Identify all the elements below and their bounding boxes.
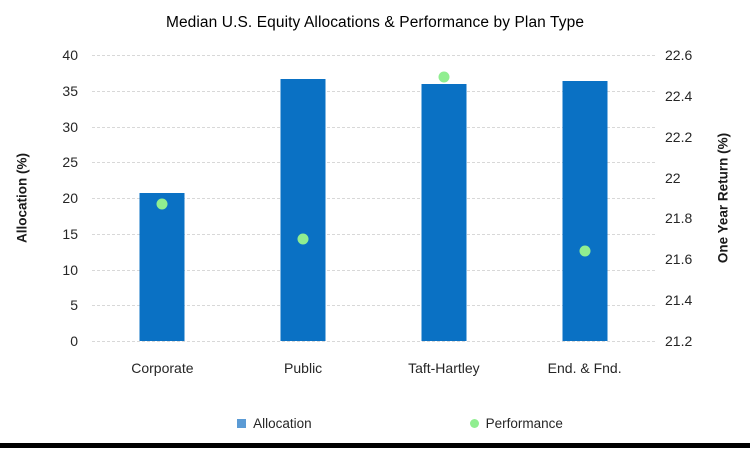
left-axis-tick-label: 25 — [62, 154, 78, 171]
gridline — [92, 126, 655, 128]
right-axis-tick-label: 21.2 — [665, 333, 693, 349]
legend-item-label: Allocation — [253, 415, 312, 431]
right-axis-tick-labels: 21.2 21.4 21.6 21.8 22 22.2 22.4 22.6 — [665, 48, 749, 348]
legend-circle-marker-icon — [469, 418, 479, 428]
legend: Allocation Performance — [92, 413, 708, 433]
gridline — [92, 305, 655, 307]
x-axis-labels: Corporate Public Taft-Hartley End. & Fnd. — [92, 360, 655, 376]
performance-dot — [156, 198, 168, 210]
x-axis-category-label: Public — [284, 360, 323, 376]
left-axis-tick-label: 5 — [70, 297, 78, 314]
scatter-series-layer — [92, 55, 655, 341]
x-axis-category-label: End. & Fnd. — [547, 360, 622, 376]
left-axis-tick-label: 35 — [62, 82, 78, 99]
bar-slot — [374, 55, 515, 341]
left-axis-tick-labels: 0 5 10 15 20 25 30 35 40 — [0, 48, 78, 348]
right-axis-tick-label: 21.4 — [665, 292, 693, 309]
legend-item-label: Performance — [485, 415, 563, 431]
chart-title: Median U.S. Equity Allocations & Perform… — [165, 14, 585, 31]
gridline — [92, 55, 655, 56]
performance-dot — [438, 71, 450, 83]
left-axis-tick-label: 30 — [62, 118, 78, 135]
legend-item: Performance — [469, 415, 563, 431]
right-axis-tick-label: 21.8 — [665, 210, 693, 227]
bar-slot — [92, 55, 233, 341]
bar-slot — [233, 55, 374, 341]
performance-dot — [579, 245, 591, 257]
right-axis-tick-label: 22.6 — [665, 47, 693, 63]
right-axis-tick-label: 21.6 — [665, 251, 693, 268]
bar-slot — [514, 55, 655, 341]
allocation-bar — [280, 78, 326, 341]
right-axis-tick-label: 22.2 — [665, 128, 693, 145]
bottom-border-line — [0, 443, 750, 448]
left-axis-tick-label: 20 — [62, 190, 78, 206]
allocation-bar — [562, 81, 608, 341]
legend-square-marker-icon — [237, 418, 247, 428]
left-axis-tick-label: 40 — [62, 47, 78, 63]
gridline — [92, 198, 655, 199]
x-axis-category-label: Taft-Hartley — [408, 360, 480, 376]
gridline — [92, 269, 655, 271]
left-axis-tick-label: 0 — [70, 333, 78, 349]
plot-area — [92, 55, 655, 342]
legend-item: Allocation — [237, 416, 312, 431]
right-axis-tick-label: 22.4 — [665, 87, 693, 104]
gridline — [92, 233, 655, 235]
gridline — [92, 162, 655, 164]
left-axis-tick-label: 15 — [62, 225, 78, 242]
allocation-bar — [421, 83, 467, 341]
gridline — [92, 90, 655, 92]
x-axis-category-label: Corporate — [131, 360, 194, 376]
bar-series-layer — [92, 55, 655, 341]
performance-dot — [297, 233, 309, 245]
allocation-bar — [139, 193, 185, 341]
gridline — [92, 341, 655, 342]
left-axis-tick-label: 10 — [62, 261, 78, 278]
right-axis-tick-label: 22 — [665, 169, 681, 186]
